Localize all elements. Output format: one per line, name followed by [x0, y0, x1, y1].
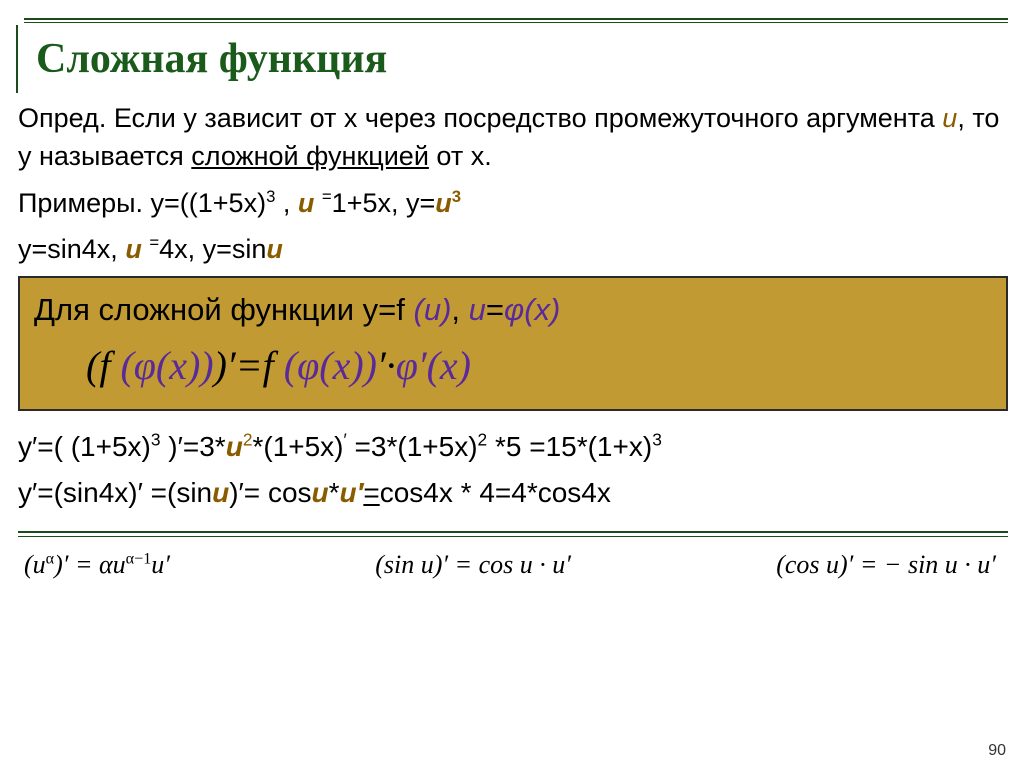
bottom-formula-row: (uα)′ = αuα−1u′ (sin u)′ = cos u · u′ (c…	[18, 537, 1008, 584]
box-l2-e: ′·	[377, 343, 396, 388]
def-underlined: сложной функцией	[191, 141, 429, 171]
example-1: Примеры. y=((1+5x)3 , u =1+5x, y=u3	[18, 184, 1008, 222]
w1-u: u	[226, 431, 243, 462]
w2-eq: =	[363, 477, 379, 508]
ex2-u: u	[125, 234, 149, 264]
bf1-a: (u	[24, 550, 46, 579]
def-part3: от x.	[429, 141, 492, 171]
box-l1-f: φ(x)	[504, 292, 560, 327]
bottom-formula-3: (cos u)′ = − sin u · u′	[776, 547, 996, 584]
examples-label: Примеры.	[18, 188, 151, 218]
worked-example-1: y′=( (1+5x)3 )′=3*u2*(1+5x)′ =3*(1+5x)2 …	[18, 427, 1008, 467]
box-l2-f: φ′(x)	[396, 343, 471, 388]
ex2-eq: =	[149, 233, 159, 252]
w2-a: y′=(sin4x)′ =(sin	[18, 477, 212, 508]
ex2-u2: u	[266, 234, 283, 264]
w1-asup: 3	[151, 430, 161, 450]
body: Опред. Если y зависит от x через посредс…	[16, 93, 1008, 584]
ex2-b: 4x, y=sin	[159, 234, 266, 264]
w1-dsup: 2	[478, 430, 488, 450]
w2-u1: u	[212, 477, 229, 508]
w2-u3: u′	[340, 477, 364, 508]
w2-b: )′= cos	[229, 477, 311, 508]
w1-e: *5 =15*(1+x)	[487, 431, 652, 462]
w2-d: cos4x * 4=4*cos4x	[380, 477, 611, 508]
ex1-c: 1+5x, y=	[332, 188, 436, 218]
box-l1-e: =	[486, 292, 504, 327]
w2-u2: u	[312, 477, 329, 508]
box-l1-c: ,	[451, 292, 468, 327]
bottom-formula-2: (sin u)′ = cos u · u′	[375, 547, 571, 584]
bf1-b: )′ = αu	[54, 550, 126, 579]
slide: Сложная функция Опред. Если y зависит от…	[0, 0, 1024, 768]
bf1-exp: α−1	[126, 550, 152, 567]
title-block: Сложная функция	[16, 25, 1008, 93]
box-line1: Для сложной функции y=f (u), u=φ(x)	[34, 288, 992, 332]
page-number: 90	[988, 742, 1006, 760]
ex1-a: y=((1+5x)	[151, 188, 267, 218]
w2-c: *	[329, 477, 340, 508]
box-l2-d: (φ(x))	[284, 343, 377, 388]
ex1-a-sup: 3	[266, 187, 275, 206]
def-u-var: u	[942, 103, 957, 133]
ex1-u2: u	[435, 188, 452, 218]
box-l2-a: (f	[86, 343, 120, 388]
ex1-u: u	[298, 188, 322, 218]
bf1-alpha: α	[46, 550, 54, 567]
w1-a: y′=( (1+5x)	[18, 431, 151, 462]
example-2: y=sin4x, u =4x, y=sinu	[18, 230, 1008, 268]
w1-c: *(1+5x)	[252, 431, 343, 462]
bottom-formula-1: (uα)′ = αuα−1u′	[24, 547, 170, 584]
page-title: Сложная функция	[36, 29, 1008, 87]
def-part1: Опред. Если y зависит от x через посредс…	[18, 103, 942, 133]
definition-text: Опред. Если y зависит от x через посредс…	[18, 99, 1008, 176]
w1-b: )′=3*	[161, 431, 226, 462]
w1-esup: 3	[652, 430, 662, 450]
top-rule-thin	[24, 22, 1008, 23]
bf1-c: u′	[151, 550, 170, 579]
ex1-b: ,	[275, 188, 298, 218]
ex2-a: y=sin4x,	[18, 234, 125, 264]
box-l1-a: Для сложной функции y=f	[34, 292, 414, 327]
top-rule	[24, 18, 1008, 20]
worked-example-2: y′=(sin4x)′ =(sinu)′= cosu*u′=cos4x * 4=…	[18, 473, 1008, 513]
w1-d: =3*(1+5x)	[347, 431, 478, 462]
ex1-eq: =	[322, 187, 332, 206]
box-l1-d: u	[469, 292, 486, 327]
box-l2-b: (φ(x))	[120, 343, 213, 388]
box-line2: (f (φ(x)))′=f (φ(x))′·φ′(x)	[34, 338, 992, 395]
ex1-u2-sup: 3	[452, 187, 461, 206]
box-l2-c: )′=f	[214, 343, 284, 388]
formula-box: Для сложной функции y=f (u), u=φ(x) (f (…	[18, 276, 1008, 411]
box-l1-b: (u)	[414, 292, 452, 327]
